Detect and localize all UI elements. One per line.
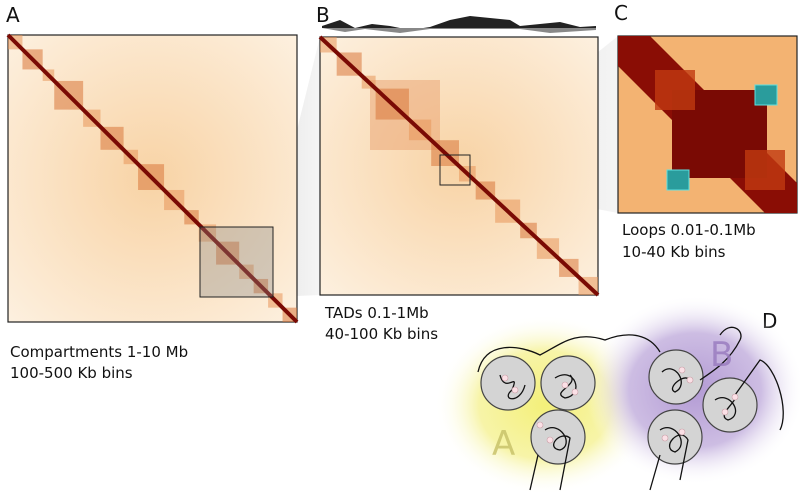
panel-letter: C	[614, 1, 628, 25]
caption: 100-500 Kb bins	[10, 364, 133, 382]
panel-letter: A	[6, 3, 20, 27]
signal-track	[322, 16, 596, 33]
zoom-box	[199, 226, 274, 298]
loop-anchor	[754, 84, 778, 106]
caption: 40-100 Kb bins	[325, 325, 438, 343]
compartment-label: B	[710, 335, 733, 375]
domain-edge	[745, 150, 785, 190]
caption: TADs 0.1-1Mb	[324, 304, 429, 322]
contact-points	[501, 366, 739, 444]
chromatin-fiber	[477, 326, 784, 491]
caption: Compartments 1-10 Mb	[10, 343, 188, 361]
compartment-label: A	[492, 424, 515, 464]
zoom-box	[439, 154, 471, 186]
heatmap-b	[318, 35, 600, 297]
panel-letter: B	[316, 3, 330, 27]
diagonal	[318, 35, 600, 297]
caption: Loops 0.01-0.1Mb	[622, 221, 756, 239]
heatmap-a	[6, 33, 299, 324]
diagonal	[6, 33, 299, 324]
domain-edge	[655, 70, 695, 110]
loop-anchor	[666, 169, 690, 191]
heatmap-c	[617, 35, 798, 214]
caption: 10-40 Kb bins	[622, 243, 726, 261]
